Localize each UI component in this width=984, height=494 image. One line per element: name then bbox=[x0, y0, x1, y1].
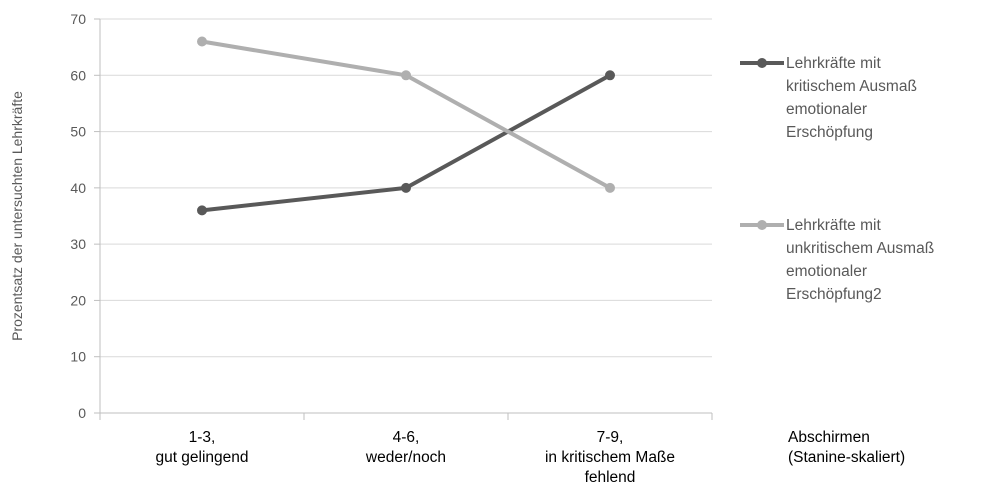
x-category-label-line: 7-9, bbox=[597, 429, 624, 446]
legend-entry-label: Lehrkräfte mit kritischem Ausmaß emotional… bbox=[786, 55, 917, 141]
legend-entry-label-line: emotionaler bbox=[786, 101, 867, 118]
data-point bbox=[197, 36, 207, 47]
data-point bbox=[605, 182, 615, 193]
x-axis-label-line: Abschirmen bbox=[788, 429, 870, 446]
legend-entry-label: Lehrkräfte mit unkritischem Ausmaß emotion… bbox=[786, 217, 934, 303]
legend-entry-label-line: Erschöpfung2 bbox=[786, 286, 882, 303]
legend-entry-label-line: emotionaler bbox=[786, 263, 867, 280]
data-point bbox=[197, 205, 207, 216]
legend-swatch-marker bbox=[757, 220, 767, 230]
x-category-label: 4-6, weder/noch bbox=[365, 429, 446, 466]
x-category-labels: 1-3, gut gelingend 4-6, weder/noch 7-9, in kr… bbox=[155, 429, 675, 486]
legend-entry-label-line: Lehrkräfte mit bbox=[786, 55, 881, 72]
y-tick-label: 20 bbox=[70, 292, 86, 308]
x-category-label: 7-9, in kritischem Maße fehlend bbox=[545, 429, 675, 486]
data-point bbox=[605, 70, 615, 81]
legend: Lehrkräfte mit kritischem Ausmaß emotional… bbox=[740, 55, 934, 303]
legend-entry-label-line: Erschöpfung bbox=[786, 124, 873, 141]
x-category-label-line: 4-6, bbox=[393, 429, 420, 446]
legend-entry-label-line: unkritischem Ausmaß bbox=[786, 240, 934, 257]
y-tick-label: 30 bbox=[70, 236, 86, 252]
y-tick-label: 10 bbox=[70, 349, 86, 365]
y-tick-label: 70 bbox=[70, 11, 86, 27]
x-axis-label-line: (Stanine-skaliert) bbox=[788, 449, 905, 466]
x-axis-label-text: Abschirmen (Stanine-skaliert) bbox=[788, 429, 905, 466]
legend-entry-label-line: kritischem Ausmaß bbox=[786, 78, 917, 95]
x-category-label-line: weder/noch bbox=[365, 449, 446, 466]
data-point bbox=[401, 182, 411, 193]
x-category-label-line: in kritischem Maße bbox=[545, 449, 675, 466]
data-point bbox=[401, 70, 411, 81]
axes bbox=[94, 18, 713, 420]
y-tick-label: 60 bbox=[70, 67, 86, 83]
x-category-label-line: fehlend bbox=[585, 469, 636, 486]
legend-swatch-marker bbox=[757, 58, 767, 68]
y-tick-label: 50 bbox=[70, 124, 86, 140]
y-axis-label: Prozentsatz der untersuchten Lehrkräfte bbox=[9, 91, 25, 341]
y-tick-label: 0 bbox=[78, 405, 86, 421]
y-tick-labels: 0 10 20 30 40 50 60 70 bbox=[70, 11, 86, 421]
x-category-label: 1-3, gut gelingend bbox=[155, 429, 248, 466]
y-tick-label: 40 bbox=[70, 180, 86, 196]
x-axis-label: Abschirmen (Stanine-skaliert) bbox=[788, 429, 905, 466]
x-category-label-line: gut gelingend bbox=[155, 449, 248, 466]
series-line bbox=[201, 39, 611, 190]
legend-entry-label-line: Lehrkräfte mit bbox=[786, 217, 881, 234]
x-category-label-line: 1-3, bbox=[189, 429, 216, 446]
series-lines bbox=[197, 36, 615, 216]
